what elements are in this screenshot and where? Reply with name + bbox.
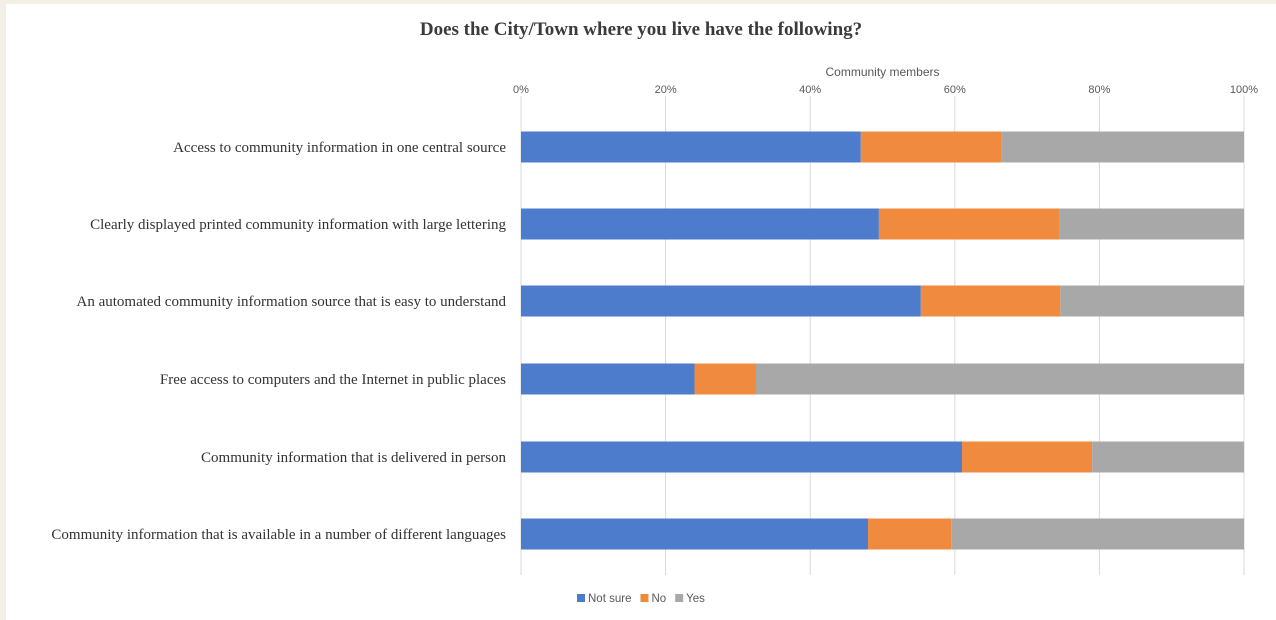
bar-segment bbox=[951, 518, 1244, 550]
bar-segment bbox=[521, 131, 861, 163]
tick-label: 80% bbox=[1088, 84, 1110, 96]
bar-segment bbox=[521, 518, 869, 550]
legend-label: Yes bbox=[686, 593, 705, 605]
tick-label: 40% bbox=[799, 84, 821, 96]
bar-segment bbox=[521, 441, 963, 473]
bar-segment bbox=[521, 285, 921, 317]
tick-label: 20% bbox=[655, 84, 677, 96]
legend-label: No bbox=[651, 593, 666, 605]
tick-label: 100% bbox=[1230, 84, 1258, 96]
category-label: Free access to computers and the Interne… bbox=[160, 372, 506, 388]
bar-segment bbox=[920, 285, 1061, 317]
legend-swatch bbox=[640, 594, 649, 602]
bar-segment bbox=[962, 441, 1093, 473]
bar-segment bbox=[868, 518, 952, 550]
tick-label: 60% bbox=[944, 84, 966, 96]
bar-segment bbox=[1060, 285, 1244, 317]
category-label: An automated community information sourc… bbox=[77, 294, 507, 310]
bar-segment bbox=[860, 131, 1002, 163]
category-label: Clearly displayed printed community info… bbox=[90, 217, 506, 233]
category-label: Access to community information in one c… bbox=[173, 140, 506, 156]
chart-title: Does the City/Town where you live have t… bbox=[419, 19, 863, 40]
legend-label: Not sure bbox=[588, 593, 631, 605]
category-label: Community information that is delivered … bbox=[201, 450, 506, 466]
legend-swatch bbox=[675, 594, 684, 602]
bar-segment bbox=[755, 363, 1244, 395]
axis-title: Community members bbox=[825, 65, 939, 79]
bar-segment bbox=[878, 208, 1060, 240]
bar-segment bbox=[521, 208, 879, 240]
legend-swatch bbox=[577, 594, 585, 602]
bar-segment bbox=[521, 363, 695, 395]
tick-label: 0% bbox=[513, 84, 529, 96]
bar-segment bbox=[694, 363, 756, 395]
category-label: Community information that is available … bbox=[51, 527, 506, 543]
bar-segment bbox=[1059, 208, 1244, 240]
bar-segment bbox=[1092, 441, 1244, 473]
bar-segment bbox=[1001, 131, 1244, 163]
